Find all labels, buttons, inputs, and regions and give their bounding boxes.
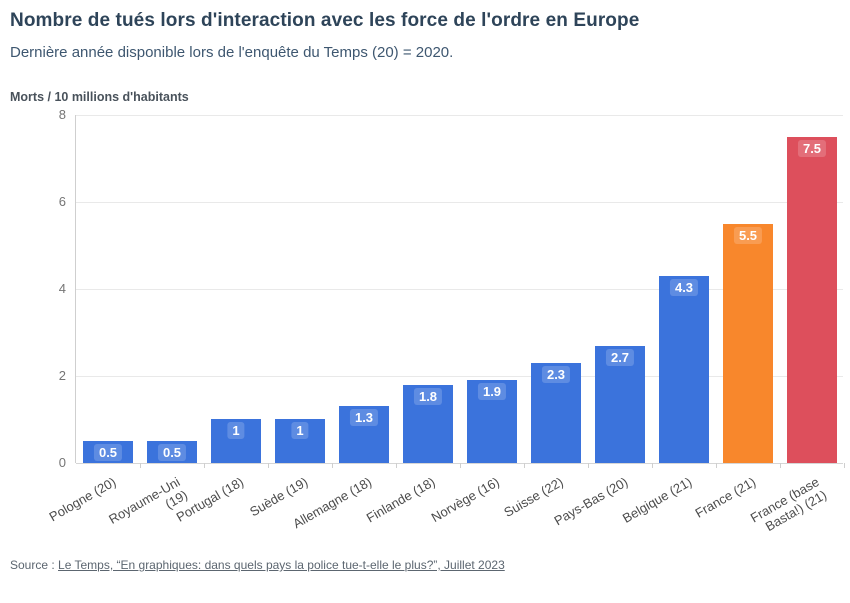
- bar-value-label: 2.3: [541, 366, 571, 383]
- y-axis-tick-label: 0: [58, 455, 66, 470]
- bar-pologne-20-[interactable]: 0.5: [83, 441, 133, 463]
- x-axis-tick: [139, 463, 141, 468]
- bar-su-de-19-[interactable]: 1: [275, 419, 325, 463]
- source-line: Source : Le Temps, “En graphiques: dans …: [10, 558, 840, 572]
- bar-royaume-uni-19-[interactable]: 0.5: [147, 441, 197, 463]
- bar-value-label: 7.5: [797, 140, 827, 157]
- bar-finlande-18-[interactable]: 1.8: [403, 385, 453, 463]
- x-axis-category-label: Finlande (18): [364, 474, 439, 526]
- x-axis-tick: [523, 463, 525, 468]
- x-axis-category-label: France (base Basta!) (21): [748, 474, 830, 538]
- bar-belgique-21-[interactable]: 4.3: [659, 276, 709, 463]
- gridline-y2: [76, 375, 843, 377]
- bar-value-label: 4.3: [669, 279, 699, 296]
- plot-area: 0.5 0.5 1 1 1.3 1.8 1.9 2.3 2.7 4.3 5.5 7.5: [75, 114, 845, 468]
- x-axis-tick: [203, 463, 205, 468]
- bar-value-label: 2.7: [605, 349, 635, 366]
- y-axis-tick-label: 4: [58, 281, 66, 296]
- bar-value-label: 1: [291, 422, 309, 439]
- bar-allemagne-18-[interactable]: 1.3: [339, 406, 389, 463]
- gridline-y4: [76, 288, 843, 290]
- bar-norv-ge-16-[interactable]: 1.9: [467, 380, 517, 463]
- bar-suisse-22-[interactable]: 2.3: [531, 363, 581, 463]
- x-label-line: Norvège (16): [428, 474, 502, 526]
- x-label-line: Belgique (21): [619, 474, 694, 526]
- y-axis-tick-label: 8: [58, 107, 66, 122]
- x-axis-tick: [587, 463, 589, 468]
- x-axis-tick: [843, 463, 845, 468]
- bar-value-label: 1.9: [477, 383, 507, 400]
- y-axis-tick-label: 2: [58, 368, 66, 383]
- x-axis-tick: [715, 463, 717, 468]
- bar-value-label: 1: [227, 422, 245, 439]
- bar-value-label: 1.3: [349, 409, 379, 426]
- bar-portugal-18-[interactable]: 1: [211, 419, 261, 463]
- x-axis-tick: [267, 463, 269, 468]
- chart-title: Nombre de tués lors d'interaction avec l…: [10, 10, 640, 31]
- x-axis-tick: [331, 463, 333, 468]
- x-axis-tick: [651, 463, 653, 468]
- x-axis-tick: [459, 463, 461, 468]
- bar-value-label: 5.5: [733, 227, 763, 244]
- chart-subtitle: Dernière année disponible lors de l'enqu…: [10, 44, 454, 61]
- bar-pays-bas-20-[interactable]: 2.7: [595, 346, 645, 463]
- x-axis-tick: [395, 463, 397, 468]
- x-axis-category-label: Belgique (21): [619, 474, 694, 526]
- bar-value-label: 0.5: [157, 444, 187, 461]
- bar-value-label: 0.5: [93, 444, 123, 461]
- x-axis-tick: [779, 463, 781, 468]
- x-axis-category-label: Royaume-Uni (19): [106, 474, 190, 540]
- y-axis-label: Morts / 10 millions d'habitants: [10, 90, 189, 104]
- x-axis-category-label: Norvège (16): [428, 474, 502, 526]
- source-link[interactable]: Le Temps, “En graphiques: dans quels pay…: [58, 558, 505, 572]
- bar-france-base-basta-21-[interactable]: 7.5: [787, 137, 837, 463]
- gridline-y8: [76, 114, 843, 116]
- bar-value-label: 1.8: [413, 388, 443, 405]
- gridline-y6: [76, 201, 843, 203]
- y-axis-tick-label: 6: [58, 194, 66, 209]
- bar-france-21-[interactable]: 5.5: [723, 224, 773, 463]
- x-label-line: Finlande (18): [364, 474, 438, 526]
- source-prefix: Source :: [10, 558, 59, 572]
- chart-area: 0.5 0.5 1 1 1.3 1.8 1.9 2.3 2.7 4.3 5.5 7.5 0 2 4 6 8 Po…: [0, 107, 850, 553]
